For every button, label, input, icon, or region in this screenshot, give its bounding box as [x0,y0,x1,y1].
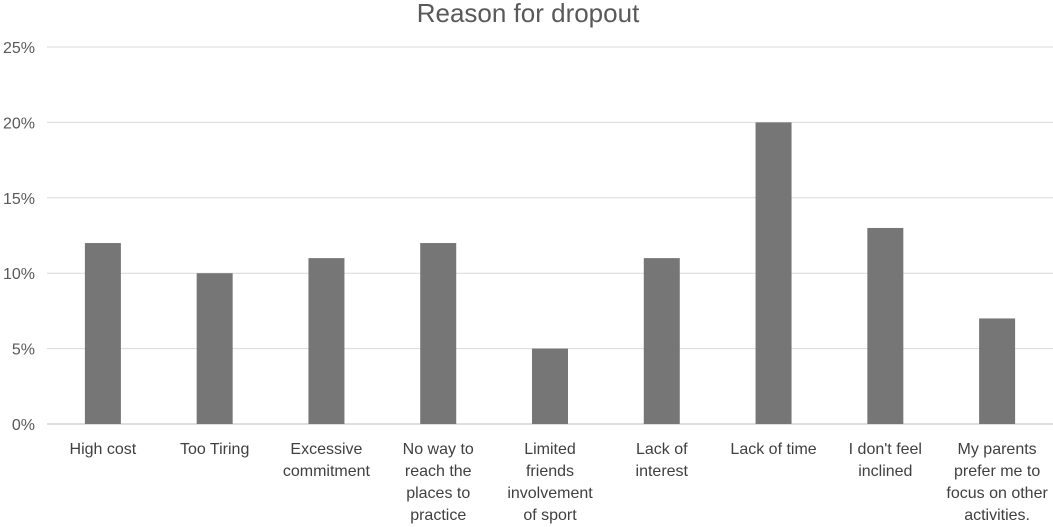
x-tick-label: My parents prefer me to focus on other acti… [946,441,1048,524]
y-tick-label: 25% [3,40,35,57]
x-tick-label: Lack of interest [636,441,689,480]
x-tick-label: Limited friends involvement of sport [507,441,593,524]
bars [84,122,1016,425]
bar [196,273,233,424]
bar [979,318,1016,424]
x-tick-label: High cost [70,441,137,458]
y-tick-label: 10% [3,266,35,283]
x-axis-ticks: High cost Too Tiring Excessive commitment No… [70,441,1049,524]
bar [420,243,457,424]
bar [84,243,121,424]
y-tick-label: 0% [12,417,35,434]
chart-title: Reason for dropout [417,0,640,28]
x-tick-label: Excessive commitment [283,441,371,480]
bar [755,122,792,425]
x-tick-label: I don't feel inclined [849,441,922,480]
y-tick-label: 15% [3,191,35,208]
y-axis-ticks: 0% 5% 10% 15% 20% 25% [3,40,35,434]
x-tick-label: No way to reach the places to practice [403,441,474,524]
x-tick-label: Lack of time [730,441,816,458]
bar [867,227,904,424]
bar [643,258,680,424]
y-tick-label: 20% [3,115,35,132]
y-tick-label: 5% [12,342,35,359]
bar [532,348,568,424]
bar [308,258,345,424]
x-tick-label: Too Tiring [180,441,249,458]
